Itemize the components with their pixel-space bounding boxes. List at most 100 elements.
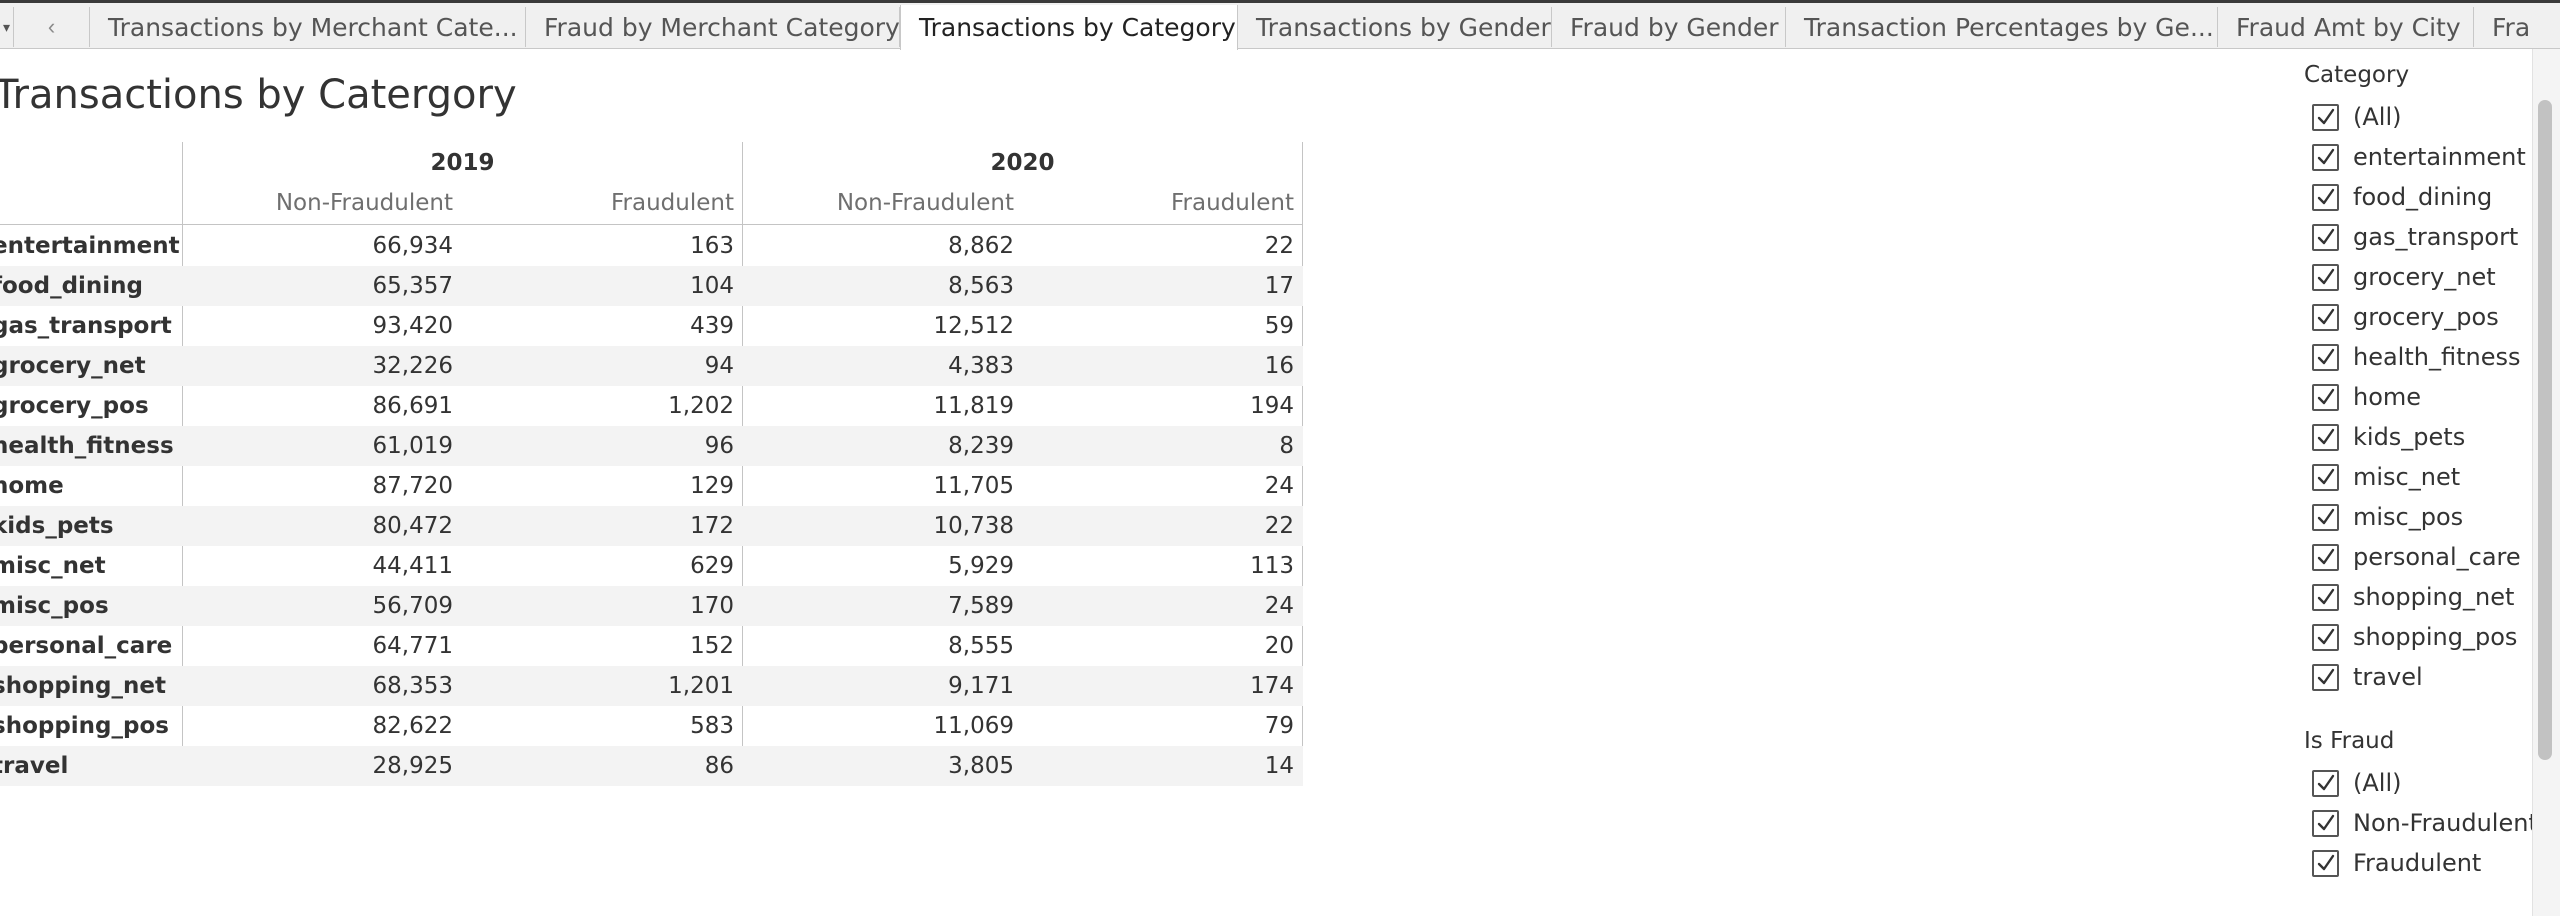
filter-option-fraudulent[interactable]: Fraudulent bbox=[2312, 846, 2481, 880]
table-cell: 20 bbox=[1264, 633, 1294, 659]
checkbox[interactable] bbox=[2312, 769, 2339, 797]
tab-scroll-left-button[interactable]: ‹ bbox=[14, 7, 90, 47]
triangle-down-icon: ▾ bbox=[2, 18, 11, 35]
table-row[interactable]: entertainment 66,934 163 8,862 22 bbox=[0, 226, 1303, 266]
filter-option-non-fraudulent[interactable]: Non-Fraudulent bbox=[2312, 806, 2538, 840]
checkbox[interactable] bbox=[2312, 383, 2339, 411]
tab-menu-button[interactable]: ▾ bbox=[0, 7, 14, 47]
sheet-tab-bar: ▾ ‹ Transactions by Merchant Cate... Fra… bbox=[0, 0, 2560, 50]
filter-option-personal-care[interactable]: personal_care bbox=[2312, 540, 2521, 574]
filter-option-shopping-net[interactable]: shopping_net bbox=[2312, 580, 2514, 614]
tab-fraud-amt-by-city[interactable]: Fraud Amt by City bbox=[2218, 7, 2474, 47]
filter-option-gas-transport[interactable]: gas_transport bbox=[2312, 220, 2518, 254]
table-row[interactable]: health_fitness 61,019 96 8,239 8 bbox=[0, 426, 1303, 466]
filter-option-travel[interactable]: travel bbox=[2312, 660, 2423, 694]
table-row[interactable]: grocery_net 32,226 94 4,383 16 bbox=[0, 346, 1303, 386]
checkmark-icon bbox=[2317, 774, 2334, 791]
checkbox[interactable] bbox=[2312, 503, 2339, 531]
tab-label: Fraud Amt by City bbox=[2236, 12, 2461, 42]
checkmark-icon bbox=[2317, 428, 2334, 445]
checkbox[interactable] bbox=[2312, 423, 2339, 451]
filter-option-entertainment[interactable]: entertainment bbox=[2312, 140, 2526, 174]
checkbox[interactable] bbox=[2312, 223, 2339, 251]
checkbox[interactable] bbox=[2312, 143, 2339, 171]
row-label: grocery_pos bbox=[0, 393, 149, 419]
table-cell: 24 bbox=[1264, 593, 1294, 619]
row-label: personal_care bbox=[0, 633, 173, 659]
table-row[interactable]: food_dining 65,357 104 8,563 17 bbox=[0, 266, 1303, 306]
tab-fraud-by-gender[interactable]: Fraud by Gender bbox=[1552, 7, 1786, 47]
row-label: misc_pos bbox=[0, 593, 109, 619]
filter-option-home[interactable]: home bbox=[2312, 380, 2421, 414]
tab-transactions-by-gender[interactable]: Transactions by Gender bbox=[1238, 7, 1552, 47]
checkbox[interactable] bbox=[2312, 543, 2339, 571]
table-cell: 129 bbox=[690, 473, 734, 499]
filter-option-shopping-pos[interactable]: shopping_pos bbox=[2312, 620, 2517, 654]
checkmark-icon bbox=[2317, 548, 2334, 565]
checkmark-icon bbox=[2317, 668, 2334, 685]
table-row[interactable]: shopping_pos 82,622 583 11,069 79 bbox=[0, 706, 1303, 746]
checkmark-icon bbox=[2317, 854, 2334, 871]
table-row[interactable]: kids_pets 80,472 172 10,738 22 bbox=[0, 506, 1303, 546]
filter-option-all[interactable]: (All) bbox=[2312, 766, 2401, 800]
tab-label: Transaction Percentages by Ge... bbox=[1804, 12, 2214, 42]
filter-option-label: Fraudulent bbox=[2353, 849, 2482, 877]
row-label: misc_net bbox=[0, 553, 106, 579]
row-label: food_dining bbox=[0, 273, 144, 299]
table-cell: 22 bbox=[1264, 233, 1294, 259]
table-row[interactable]: grocery_pos 86,691 1,202 11,819 194 bbox=[0, 386, 1303, 426]
tab-transaction-percentages-by-gender[interactable]: Transaction Percentages by Ge... bbox=[1786, 7, 2218, 47]
filter-option-misc-net[interactable]: misc_net bbox=[2312, 460, 2460, 494]
table-cell: 7,589 bbox=[948, 593, 1014, 619]
filter-option-all[interactable]: (All) bbox=[2312, 100, 2401, 134]
tab-fraud-by-merchant-category[interactable]: Fraud by Merchant Category bbox=[526, 7, 900, 47]
filter-option-label: (All) bbox=[2353, 103, 2402, 131]
tab-transactions-by-category[interactable]: Transactions by Category bbox=[900, 5, 1238, 50]
table-cell: 28,925 bbox=[372, 753, 453, 779]
filter-option-health-fitness[interactable]: health_fitness bbox=[2312, 340, 2520, 374]
checkbox[interactable] bbox=[2312, 303, 2339, 331]
tab-transactions-by-merchant-category[interactable]: Transactions by Merchant Cate... bbox=[90, 7, 526, 47]
filter-option-food-dining[interactable]: food_dining bbox=[2312, 180, 2492, 214]
table-row[interactable]: personal_care 64,771 152 8,555 20 bbox=[0, 626, 1303, 666]
tab-label: Transactions by Merchant Cate... bbox=[108, 12, 518, 42]
header-divider bbox=[0, 224, 1303, 225]
checkbox[interactable] bbox=[2312, 623, 2339, 651]
filter-option-grocery-net[interactable]: grocery_net bbox=[2312, 260, 2496, 294]
filter-option-kids-pets[interactable]: kids_pets bbox=[2312, 420, 2465, 454]
checkbox[interactable] bbox=[2312, 849, 2339, 877]
table-row[interactable]: gas_transport 93,420 439 12,512 59 bbox=[0, 306, 1303, 346]
checkbox[interactable] bbox=[2312, 263, 2339, 291]
chevron-left-icon: ‹ bbox=[47, 14, 56, 39]
filter-option-grocery-pos[interactable]: grocery_pos bbox=[2312, 300, 2499, 334]
checkbox[interactable] bbox=[2312, 463, 2339, 491]
checkbox[interactable] bbox=[2312, 103, 2339, 131]
table-cell: 8,239 bbox=[948, 433, 1014, 459]
checkbox[interactable] bbox=[2312, 343, 2339, 371]
row-label: home bbox=[0, 473, 64, 499]
checkbox[interactable] bbox=[2312, 583, 2339, 611]
table-row[interactable]: travel 28,925 86 3,805 14 bbox=[0, 746, 1303, 786]
table-cell: 11,819 bbox=[933, 393, 1014, 419]
tab-label: Transactions by Category bbox=[919, 13, 1236, 42]
table-row[interactable]: home 87,720 129 11,705 24 bbox=[0, 466, 1303, 506]
filter-option-label: shopping_pos bbox=[2353, 623, 2518, 651]
row-label: shopping_pos bbox=[0, 713, 169, 739]
checkbox[interactable] bbox=[2312, 183, 2339, 211]
table-cell: 66,934 bbox=[372, 233, 453, 259]
table-row[interactable]: shopping_net 68,353 1,201 9,171 174 bbox=[0, 666, 1303, 706]
table-cell: 11,705 bbox=[933, 473, 1014, 499]
checkbox[interactable] bbox=[2312, 809, 2339, 837]
table-row[interactable]: misc_net 44,411 629 5,929 113 bbox=[0, 546, 1303, 586]
table-row[interactable]: misc_pos 56,709 170 7,589 24 bbox=[0, 586, 1303, 626]
tab-fraud-truncated[interactable]: Frau bbox=[2474, 7, 2532, 47]
table-cell: 32,226 bbox=[372, 353, 453, 379]
table-cell: 8,555 bbox=[948, 633, 1014, 659]
checkmark-icon bbox=[2317, 388, 2334, 405]
filter-option-label: shopping_net bbox=[2353, 583, 2515, 611]
filter-option-misc-pos[interactable]: misc_pos bbox=[2312, 500, 2463, 534]
table-cell: 87,720 bbox=[372, 473, 453, 499]
scrollbar-thumb[interactable] bbox=[2538, 100, 2552, 760]
filter-option-label: personal_care bbox=[2353, 543, 2521, 571]
checkbox[interactable] bbox=[2312, 663, 2339, 691]
